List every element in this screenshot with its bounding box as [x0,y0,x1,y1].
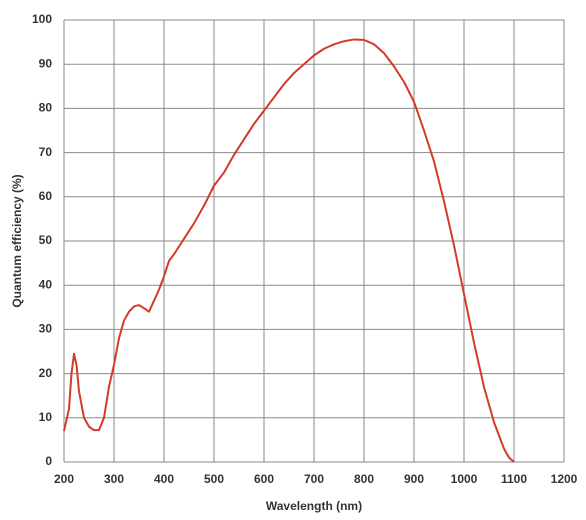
y-tick-label: 0 [45,454,52,468]
y-tick-label: 80 [39,101,53,115]
y-tick-label: 70 [39,145,53,159]
x-tick-label: 800 [354,472,374,486]
x-tick-label: 1100 [501,472,527,486]
y-axis-label: Quantum efficiency (%) [10,174,24,307]
y-tick-label: 90 [39,56,53,70]
y-tick-label: 60 [39,189,53,203]
x-tick-label: 400 [154,472,174,486]
y-tick-label: 40 [39,277,53,291]
x-tick-label: 700 [304,472,324,486]
line [63,38,515,463]
x-axis-label: Wavelength (nm) [266,499,362,513]
x-tick-label: 1000 [451,472,478,486]
x-tick-label: 1200 [551,472,578,486]
y-tick-label: 50 [39,233,53,247]
x-tick-label: 300 [104,472,124,486]
y-tick-label: 10 [39,410,53,424]
x-tick-label: 600 [254,472,274,486]
x-tick-label: 900 [404,472,424,486]
x-tick-label: 200 [54,472,74,486]
y-tick-label: 100 [32,12,52,26]
x-tick-label: 500 [204,472,224,486]
y-tick-label: 20 [39,366,53,380]
y-tick-label: 30 [39,322,53,336]
